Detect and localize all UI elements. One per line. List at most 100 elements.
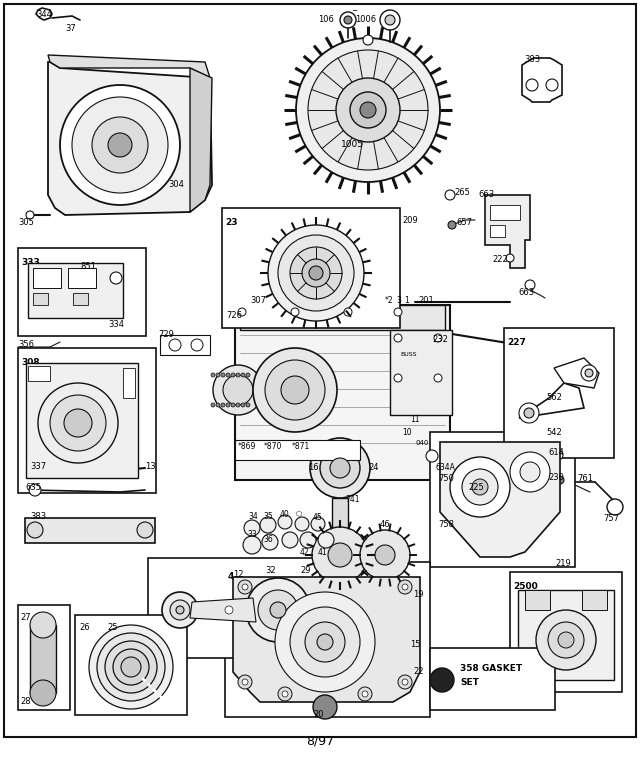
Text: 729: 729 xyxy=(158,330,174,339)
Circle shape xyxy=(445,190,455,200)
Bar xyxy=(26,363,138,478)
Circle shape xyxy=(462,469,498,505)
Circle shape xyxy=(253,348,337,432)
Circle shape xyxy=(137,522,153,538)
Text: 15: 15 xyxy=(410,640,420,649)
Circle shape xyxy=(275,592,375,692)
Circle shape xyxy=(33,463,43,473)
Circle shape xyxy=(191,339,203,351)
Circle shape xyxy=(524,408,534,418)
Circle shape xyxy=(385,15,395,25)
Polygon shape xyxy=(522,58,562,102)
Circle shape xyxy=(242,584,248,590)
Circle shape xyxy=(278,515,292,529)
Circle shape xyxy=(556,476,564,484)
Polygon shape xyxy=(519,383,584,418)
Bar xyxy=(148,558,320,658)
Circle shape xyxy=(30,680,56,706)
Text: 46: 46 xyxy=(380,520,390,529)
Circle shape xyxy=(26,211,34,219)
Polygon shape xyxy=(48,55,210,78)
Circle shape xyxy=(380,10,400,30)
Text: 32: 32 xyxy=(265,566,276,575)
Text: 305: 305 xyxy=(18,218,34,227)
Circle shape xyxy=(548,622,584,658)
Text: 227: 227 xyxy=(507,338,526,347)
Text: 308: 308 xyxy=(21,358,40,367)
Circle shape xyxy=(246,578,310,642)
Text: 383: 383 xyxy=(524,55,540,64)
Text: 40: 40 xyxy=(280,510,290,519)
Bar xyxy=(235,305,450,480)
Circle shape xyxy=(290,607,360,677)
Circle shape xyxy=(519,403,539,423)
Polygon shape xyxy=(48,62,212,215)
Bar xyxy=(18,605,70,710)
Bar xyxy=(33,268,61,288)
Circle shape xyxy=(291,308,299,316)
Circle shape xyxy=(282,532,298,548)
Polygon shape xyxy=(485,195,530,268)
Text: 562: 562 xyxy=(546,393,562,402)
Circle shape xyxy=(216,373,220,377)
Circle shape xyxy=(302,259,330,287)
Circle shape xyxy=(238,308,246,316)
Circle shape xyxy=(506,254,514,262)
Text: 13: 13 xyxy=(145,462,156,471)
Circle shape xyxy=(581,365,597,381)
Text: 42: 42 xyxy=(300,548,310,557)
Text: 16: 16 xyxy=(308,463,319,472)
Bar xyxy=(332,498,348,578)
Circle shape xyxy=(398,580,412,594)
Text: 761: 761 xyxy=(577,474,593,483)
Text: 106: 106 xyxy=(318,15,334,24)
Text: 383: 383 xyxy=(30,512,46,521)
Polygon shape xyxy=(190,598,256,622)
Text: 750: 750 xyxy=(438,474,454,483)
Text: 201: 201 xyxy=(418,296,434,305)
Circle shape xyxy=(238,675,252,689)
Bar xyxy=(518,590,614,680)
Text: 11: 11 xyxy=(410,415,419,424)
Bar xyxy=(525,590,550,610)
Text: 334: 334 xyxy=(108,320,124,329)
Circle shape xyxy=(241,403,245,407)
Text: 851: 851 xyxy=(80,262,96,271)
Circle shape xyxy=(525,280,535,290)
Bar xyxy=(30,625,56,693)
Circle shape xyxy=(213,365,263,415)
Circle shape xyxy=(226,403,230,407)
Text: 232: 232 xyxy=(432,335,448,344)
Circle shape xyxy=(472,479,488,495)
Circle shape xyxy=(260,517,276,533)
Bar xyxy=(123,368,135,398)
Text: 25: 25 xyxy=(107,623,118,632)
Circle shape xyxy=(231,373,235,377)
Polygon shape xyxy=(36,8,52,20)
Text: 19: 19 xyxy=(413,590,424,599)
Text: 040: 040 xyxy=(415,440,428,446)
Text: 35: 35 xyxy=(263,512,273,521)
Circle shape xyxy=(246,373,250,377)
Bar xyxy=(33,293,48,305)
Bar xyxy=(430,648,555,710)
Text: 225: 225 xyxy=(468,483,484,492)
Polygon shape xyxy=(190,68,212,212)
Text: 4: 4 xyxy=(228,572,234,581)
Text: ⬡: ⬡ xyxy=(296,510,302,516)
Text: 8/97: 8/97 xyxy=(306,734,334,747)
Circle shape xyxy=(89,625,173,709)
Bar xyxy=(582,590,607,610)
Bar xyxy=(18,348,156,493)
Text: 28: 28 xyxy=(20,697,31,706)
Text: 20: 20 xyxy=(313,710,323,719)
Circle shape xyxy=(110,272,122,284)
Circle shape xyxy=(225,606,233,614)
Circle shape xyxy=(450,457,510,517)
Text: 1005: 1005 xyxy=(340,140,364,149)
Circle shape xyxy=(426,450,438,462)
Circle shape xyxy=(27,522,43,538)
Text: 22: 22 xyxy=(413,667,424,676)
Text: 10: 10 xyxy=(402,428,412,437)
Circle shape xyxy=(448,221,456,229)
